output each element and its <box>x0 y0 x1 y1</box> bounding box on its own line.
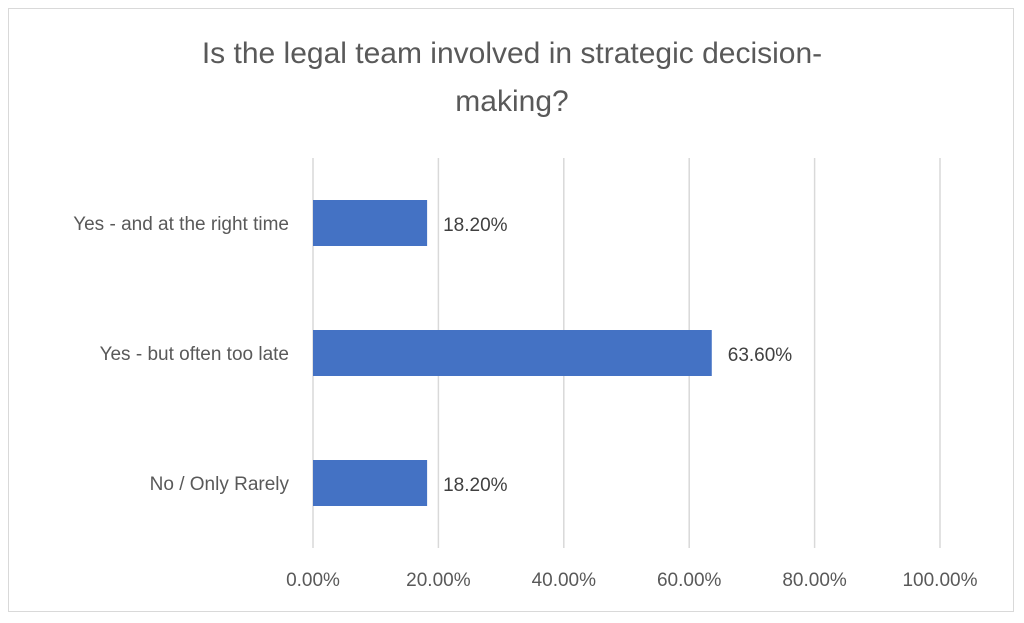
labels: 0.00% 20.00% 40.00% 60.00% 80.00% 100.00% Yes … <box>73 214 977 591</box>
bars <box>313 200 712 506</box>
x-tick-label: 40.00% <box>532 570 597 591</box>
x-tick-label: 60.00% <box>657 570 722 591</box>
data-label: 18.20% <box>443 475 508 496</box>
x-tick-label: 0.00% <box>286 570 340 591</box>
category-label: No / Only Rarely <box>150 474 290 495</box>
category-label: Yes - and at the right time <box>73 214 289 235</box>
x-tick-label: 100.00% <box>902 570 977 591</box>
bar <box>313 460 428 506</box>
chart-frame <box>8 8 1014 612</box>
data-label: 63.60% <box>728 345 793 366</box>
category-label: Yes - but often too late <box>100 344 289 365</box>
chart-title-line-2: making? <box>455 85 569 118</box>
bar <box>313 330 712 376</box>
x-tick-label: 20.00% <box>406 570 471 591</box>
chart-title-line-1: Is the legal team involved in strategic … <box>201 37 823 70</box>
chart-title: Is the legal team involved in strategic … <box>0 30 1024 126</box>
data-label: 18.20% <box>443 215 508 236</box>
x-tick-label: 80.00% <box>782 570 847 591</box>
bar <box>313 200 428 246</box>
